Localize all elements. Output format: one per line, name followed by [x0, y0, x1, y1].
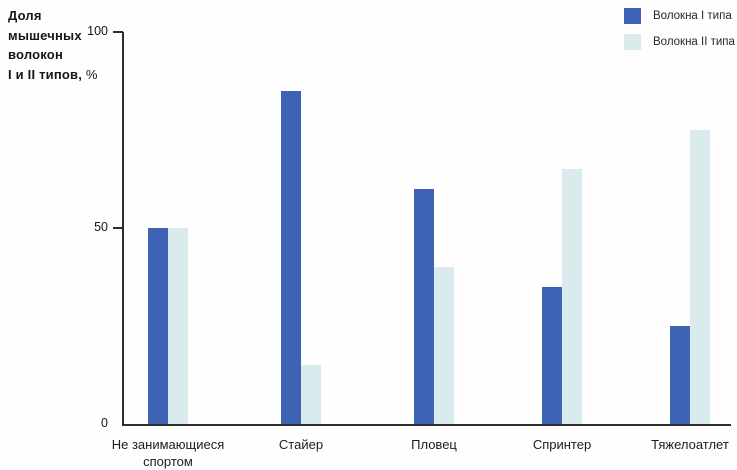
bar-series2-4 — [562, 169, 582, 424]
legend-item-2: Волокна II типа — [624, 34, 735, 50]
bar-series1-1 — [148, 228, 168, 424]
percent-sign: % — [82, 66, 98, 82]
bar-series2-2 — [301, 365, 321, 424]
x-axis-line — [122, 424, 731, 426]
legend: Волокна I типа Волокна II типа — [624, 8, 735, 60]
category-label-3: Пловец — [411, 437, 457, 452]
y-axis-line — [122, 32, 124, 424]
bar-series2-5 — [690, 130, 710, 424]
legend-item-1: Волокна I типа — [624, 8, 735, 24]
y-tick-100 — [113, 31, 123, 33]
legend-swatch-1 — [624, 8, 641, 24]
bar-series1-5 — [670, 326, 690, 424]
y-axis-title-line1: Доля — [8, 8, 42, 23]
y-axis-title-line3: волокон — [8, 47, 63, 62]
category-label-4: Спринтер — [532, 437, 592, 452]
y-tick-50 — [113, 227, 123, 229]
y-tick-label-0: 0 — [101, 416, 108, 430]
bar-series1-3 — [414, 189, 434, 424]
category-label-2: Стайер — [278, 437, 324, 452]
bar-series1-4 — [542, 287, 562, 424]
category-label-5: Тяжелоатлет — [651, 437, 729, 452]
y-axis-title-line2: мышечных — [8, 27, 82, 43]
legend-label-1: Волокна I типа — [653, 10, 732, 22]
y-tick-label-50: 50 — [94, 220, 108, 234]
y-axis-title: Доля мышечных волокон I и II типов, % — [8, 6, 98, 84]
bar-series2-1 — [168, 228, 188, 424]
plot-area: Не занимающиеся спортом Стайер Пловец Сприн… — [87, 24, 731, 469]
bar-series1-2 — [281, 91, 301, 424]
bar-series2-3 — [434, 267, 454, 424]
category-label-1: Не занимающиеся спортом — [111, 437, 225, 469]
y-tick-label-100: 100 — [87, 24, 108, 38]
legend-label-2: Волокна II типа — [653, 36, 735, 48]
legend-swatch-2 — [624, 34, 641, 50]
y-axis-title-line4: I и II типов, % — [8, 66, 98, 82]
